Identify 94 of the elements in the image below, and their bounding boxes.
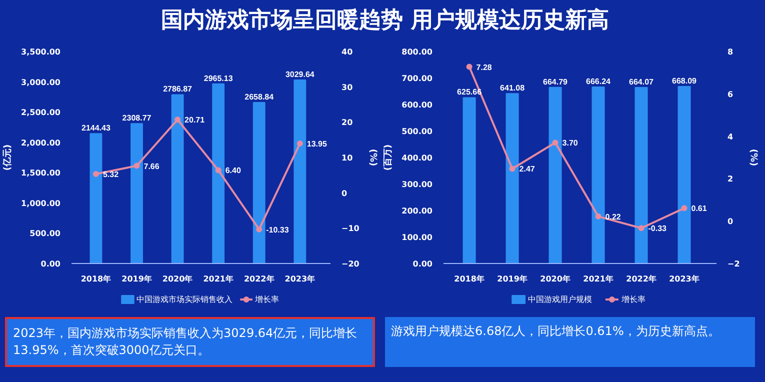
x-tick-label: 2018年 — [80, 274, 112, 284]
text: 游戏用户规模达6.68亿人，同比增长0.61%，为历史新高点。 — [391, 323, 720, 340]
data-label: 0.22 — [605, 212, 622, 222]
data-label: 20.71 — [184, 116, 206, 125]
y2-tick-label: 30 — [342, 82, 354, 92]
y-tick-label: 100.00 — [402, 233, 433, 242]
y2-tick-label: 20 — [342, 118, 354, 128]
point — [509, 166, 516, 172]
point — [681, 205, 688, 212]
data-label: 2658.84 — [244, 92, 274, 102]
x-tick-label: 2022年 — [626, 274, 656, 284]
data-label: 0.61 — [691, 204, 708, 214]
bar — [212, 83, 225, 264]
bar — [252, 102, 266, 264]
data-label: 13.95 — [306, 140, 328, 149]
x-tick-label: 2023年 — [669, 274, 700, 284]
y-tick-label: 500.00 — [30, 229, 61, 238]
y-tick-label: 0.00 — [40, 260, 61, 268]
data-label: 664.07 — [629, 78, 654, 87]
point — [296, 140, 303, 147]
y2-tick-label: 10 — [342, 154, 354, 162]
point — [552, 140, 558, 146]
y-axis-title: (亿元) — [2, 144, 14, 171]
point — [92, 171, 99, 178]
data-label: -0.33 — [648, 224, 668, 234]
x-tick-label: 2021年 — [583, 274, 614, 284]
data-label: 3029.64 — [285, 70, 315, 79]
y-tick-label: 3,500.00 — [21, 48, 61, 56]
legend-label: 增长率 — [254, 295, 280, 304]
y-tick-label: 500.00 — [402, 127, 433, 136]
bar — [171, 94, 184, 264]
point — [466, 64, 472, 70]
text: 2023年，国内游戏市场实际销售收入为3029.64亿元，同比增长13.95%，首次突破3000亿元关口。 — [13, 325, 358, 360]
data-label: 7.28 — [476, 62, 492, 72]
y-tick-label: 300.00 — [402, 180, 433, 189]
point — [215, 167, 222, 174]
data-label: 5.32 — [102, 170, 120, 180]
x-tick-label: 2018年 — [454, 274, 484, 284]
point — [638, 225, 644, 232]
y2-tick-label: 4 — [728, 132, 734, 142]
legend-label: 中国游戏用户规模 — [528, 295, 592, 304]
data-label: 2.47 — [519, 164, 536, 174]
data-label: 6.40 — [225, 166, 242, 176]
y-tick-label: 600.00 — [402, 100, 433, 110]
y2-tick-label: −20 — [342, 260, 360, 268]
text: 国内游戏市场呈回暖趋势 用户规模达历史新高 — [161, 6, 609, 35]
y-tick-label: 2,000.00 — [21, 138, 61, 148]
data-label: 668.09 — [672, 76, 698, 86]
y2-tick-label: −10 — [342, 224, 360, 234]
data-label: 2965.13 — [204, 74, 234, 83]
y2-tick-label: 0 — [342, 188, 348, 198]
data-label: 2144.43 — [82, 124, 111, 133]
y2-axis-title: (%) — [748, 148, 758, 166]
point — [174, 116, 181, 123]
bar — [90, 133, 102, 264]
data-label: 2308.77 — [122, 114, 152, 123]
y-tick-label: 700.00 — [402, 74, 433, 83]
bar — [130, 123, 143, 264]
y2-tick-label: 2 — [728, 174, 734, 184]
y2-tick-label: −2 — [728, 260, 740, 268]
x-tick-label: 2020年 — [540, 274, 570, 284]
data-label: 666.24 — [586, 76, 612, 86]
bar — [294, 79, 306, 264]
legend-label: 中国游戏市场实际销售收入 — [136, 295, 233, 304]
y-tick-label: 800.00 — [402, 48, 433, 56]
y-tick-label: 0.00 — [412, 260, 433, 268]
x-tick-label: 2023年 — [284, 274, 316, 284]
x-tick-label: 2020年 — [162, 274, 193, 284]
y2-tick-label: 0 — [728, 217, 734, 226]
y-axis-title: (百万) — [382, 144, 394, 171]
y-tick-label: 3,000.00 — [21, 78, 61, 87]
point — [595, 213, 602, 220]
x-tick-label: 2019年 — [497, 274, 528, 284]
x-tick-label: 2019年 — [122, 274, 152, 284]
y2-tick-label: 8 — [728, 48, 734, 56]
y-tick-label: 2,500.00 — [21, 108, 61, 118]
y-tick-label: 1,000.00 — [21, 198, 61, 208]
y-tick-label: 1,500.00 — [21, 168, 61, 178]
data-label: 664.79 — [543, 77, 568, 86]
data-label: 2786.87 — [163, 84, 193, 94]
x-tick-label: 2022年 — [244, 274, 274, 284]
y-tick-label: 400.00 — [402, 154, 433, 162]
legend-label: 增长率 — [620, 295, 646, 304]
data-label: 3.70 — [562, 138, 578, 148]
y2-tick-label: 40 — [342, 48, 354, 56]
data-label: 641.08 — [500, 84, 526, 93]
y2-tick-label: 6 — [728, 90, 734, 99]
point — [134, 162, 140, 169]
data-label: -10.33 — [266, 225, 290, 234]
y2-axis-title: (%) — [367, 148, 378, 166]
point — [256, 226, 262, 232]
y-tick-label: 200.00 — [402, 206, 433, 216]
x-tick-label: 2021年 — [203, 274, 234, 284]
data-label: 7.66 — [144, 162, 160, 171]
